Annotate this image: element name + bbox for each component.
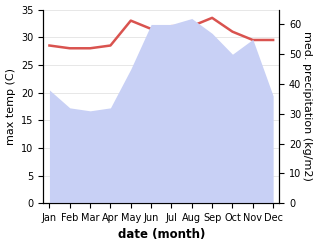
Y-axis label: max temp (C): max temp (C) — [5, 68, 16, 145]
X-axis label: date (month): date (month) — [118, 228, 205, 242]
Y-axis label: med. precipitation (kg/m2): med. precipitation (kg/m2) — [302, 31, 313, 181]
